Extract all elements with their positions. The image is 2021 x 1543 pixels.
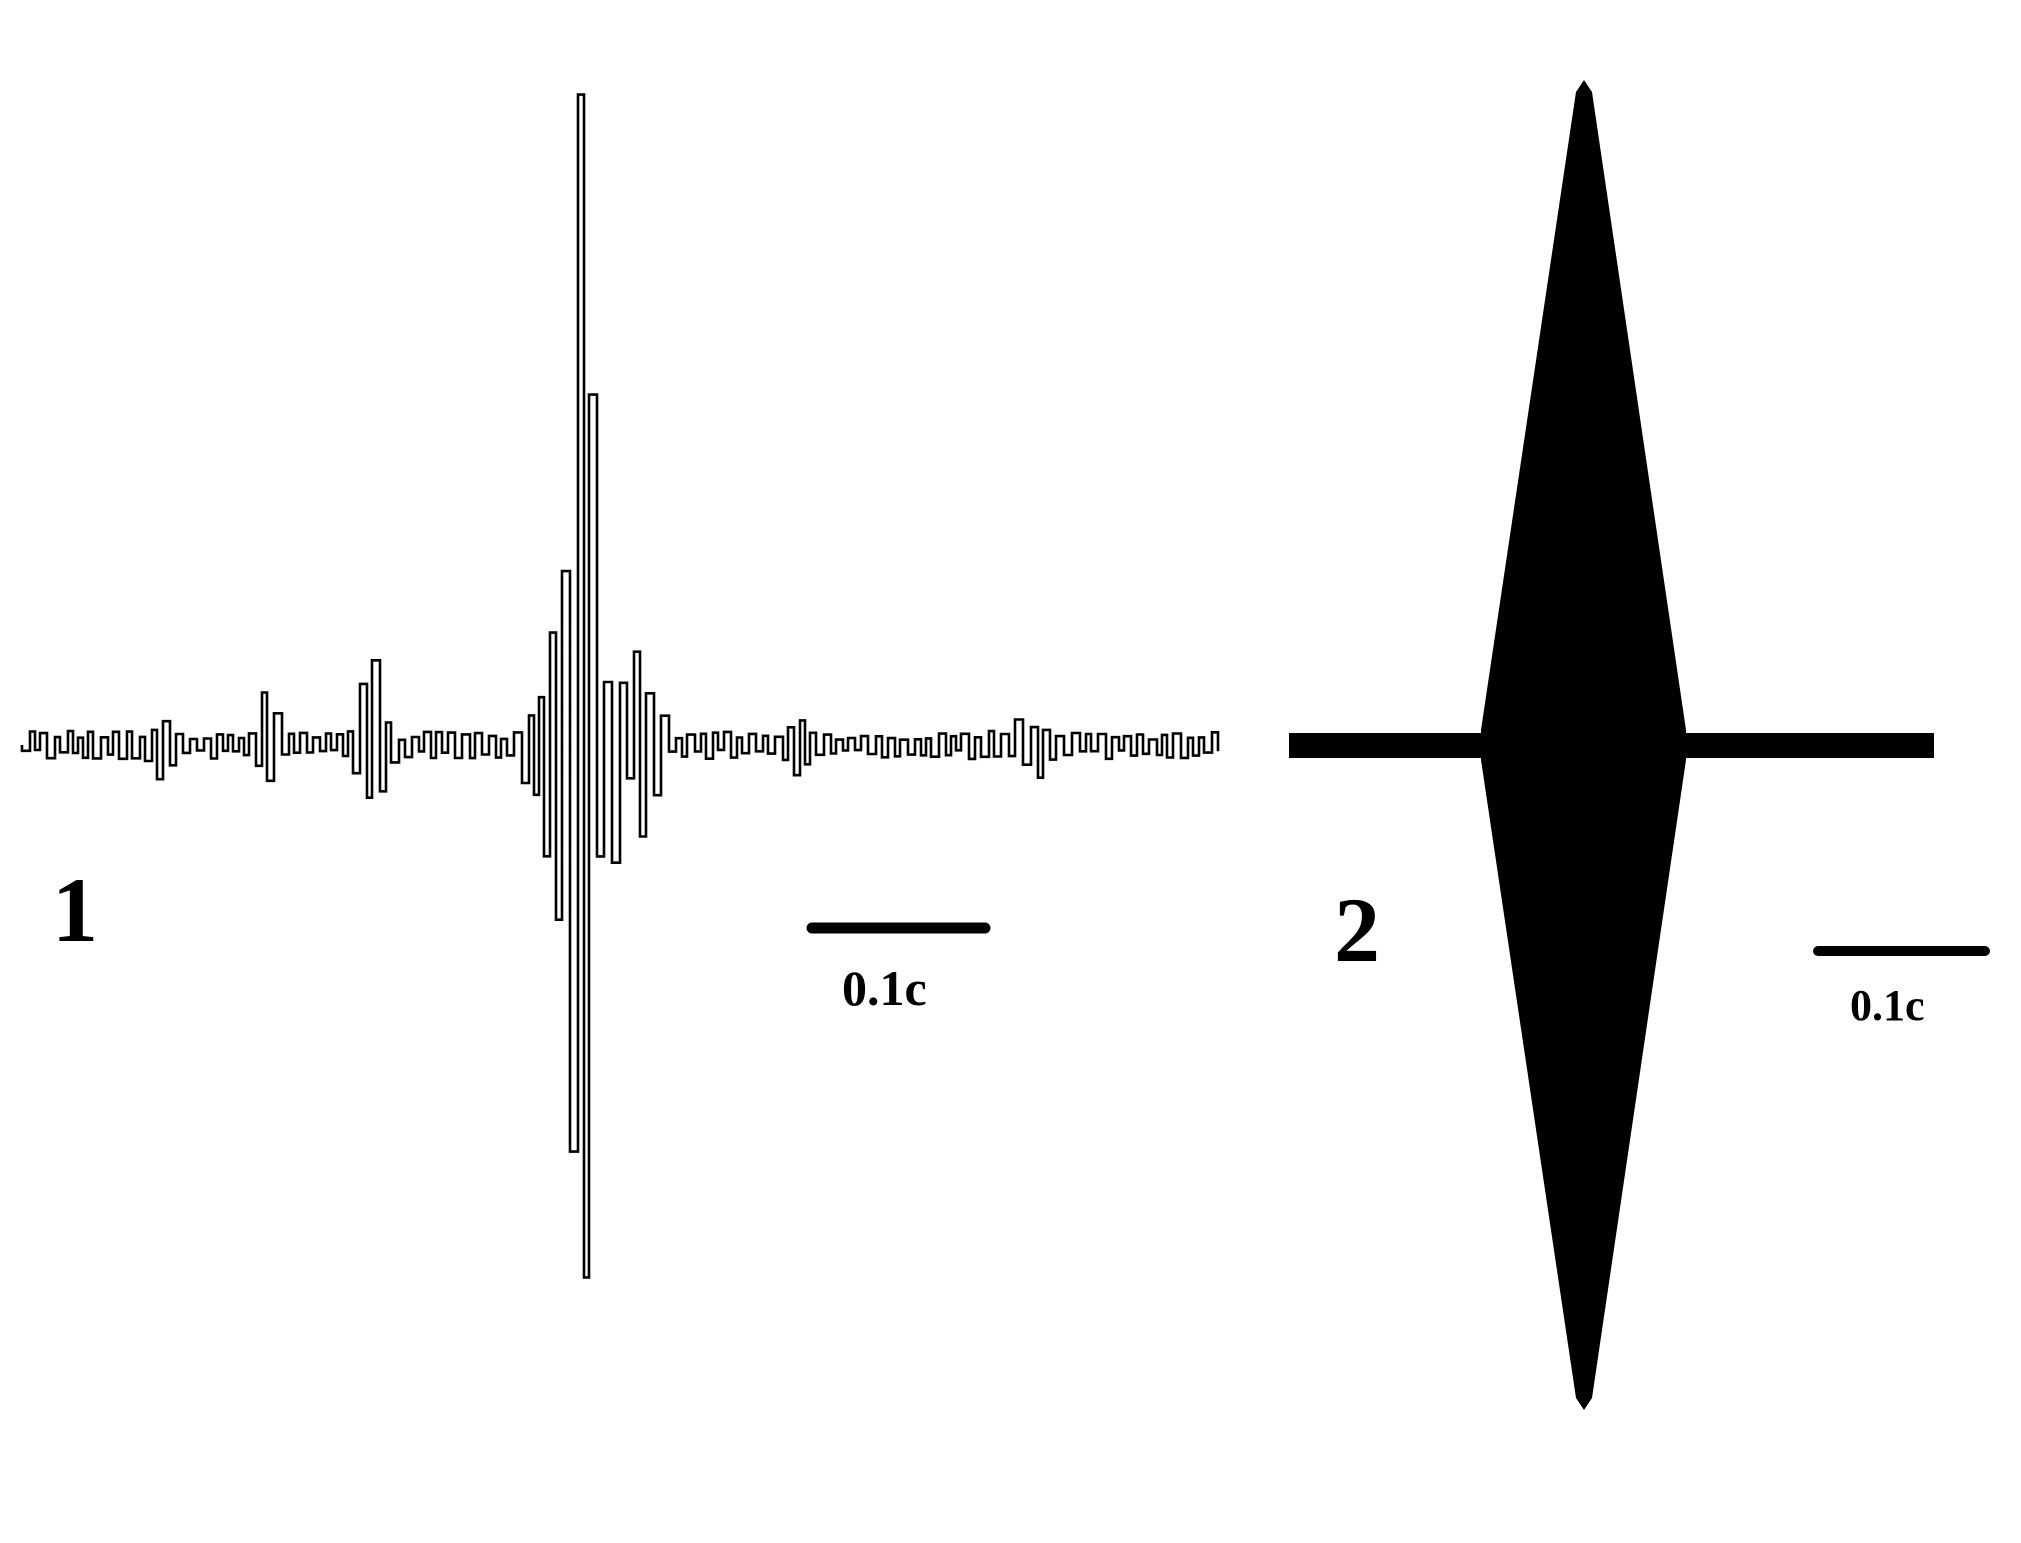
- panel-1-scale-label: 0.1c: [842, 960, 927, 1016]
- panel-2-label: 2: [1334, 879, 1380, 981]
- panel-1-label: 1: [52, 859, 98, 961]
- panel-2: 2 0.1c: [1289, 80, 1990, 1410]
- waveform-trace: [20, 93, 1220, 1279]
- diamond-envelope: [1481, 80, 1686, 1410]
- panel-1: 1 0.1c: [20, 93, 1220, 1279]
- panel-2-scale-label: 0.1c: [1850, 981, 1925, 1030]
